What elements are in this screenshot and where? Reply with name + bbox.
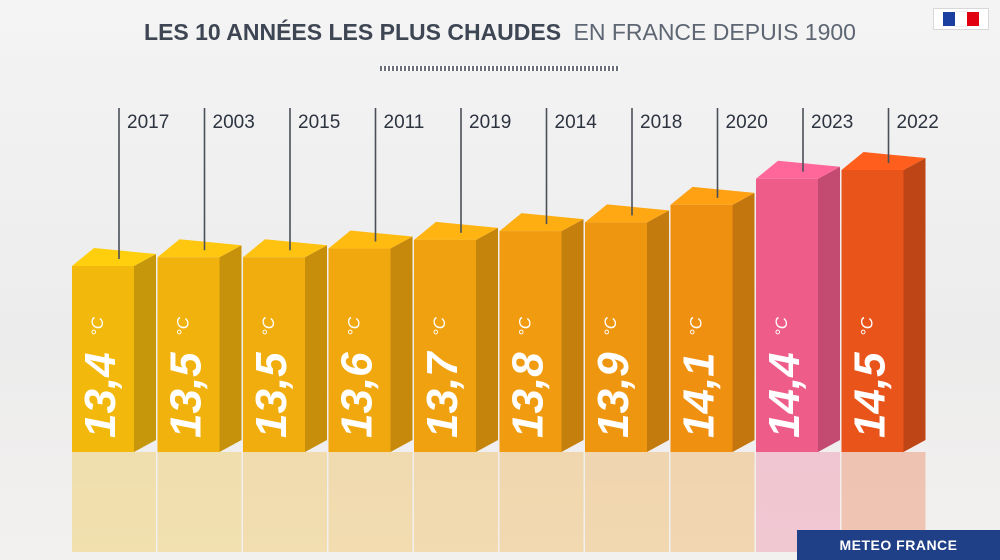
unit-label-2018: °C	[601, 316, 620, 336]
value-label-2003: 13,5	[162, 352, 211, 438]
chart-title-light: EN FRANCE DEPUIS 1900	[573, 19, 855, 45]
unit-label-2011: °C	[345, 316, 364, 336]
bar-reflection-2019	[414, 452, 498, 552]
bar-side-2017	[134, 254, 156, 452]
value-label-2018: 13,9	[589, 352, 638, 438]
bar-2022: 2022 14,5 °C	[841, 108, 939, 552]
bar-side-2018	[647, 210, 669, 452]
bar-2014: 2014 13,8 °C	[499, 108, 598, 552]
year-label-2022: 2022	[897, 112, 939, 133]
bar-side-2015	[305, 245, 327, 452]
bar-side-2020	[732, 192, 755, 452]
chart-title-bold: LES 10 ANNÉES LES PLUS CHAUDES	[144, 18, 561, 45]
bar-reflection-2018	[585, 452, 669, 552]
unit-label-2023: °C	[772, 316, 791, 336]
year-label-2003: 2003	[213, 112, 255, 133]
bar-top-2003	[157, 239, 242, 258]
unit-label-2020: °C	[687, 316, 706, 336]
bar-front-2023	[756, 178, 818, 452]
value-label-2017: 13,4	[76, 352, 125, 438]
bar-2015: 2015 13,5 °C	[243, 108, 340, 552]
bar-reflection-2017	[72, 452, 156, 552]
bar-top-2011	[328, 230, 413, 249]
year-label-2019: 2019	[469, 112, 511, 133]
value-label-2011: 13,6	[333, 352, 382, 438]
year-label-2020: 2020	[726, 112, 768, 133]
unit-label-2022: °C	[858, 316, 877, 336]
bar-2017: 2017 13,4 °C	[72, 108, 169, 552]
source-badge: METEO FRANCE	[797, 530, 1000, 560]
year-label-2015: 2015	[298, 112, 340, 133]
bar-side-2023	[818, 166, 840, 452]
bar-top-2017	[72, 248, 156, 266]
bar-top-2022	[841, 152, 926, 170]
unit-label-2014: °C	[516, 316, 535, 336]
bar-2011: 2011 13,6 °C	[328, 108, 425, 552]
bar-side-2022	[903, 158, 926, 452]
title-underline	[380, 66, 620, 71]
year-label-2011: 2011	[384, 112, 425, 133]
bar-top-2020	[670, 186, 755, 205]
flag-blue-stripe	[943, 12, 955, 26]
value-label-2022: 14,5	[846, 352, 895, 438]
bar-front-2017	[72, 266, 134, 452]
bar-side-2003	[219, 245, 242, 452]
bar-front-2003	[157, 257, 220, 452]
bar-front-2011	[328, 248, 391, 452]
year-label-2014: 2014	[555, 112, 598, 133]
unit-label-2017: °C	[88, 316, 107, 336]
value-label-2023: 14,4	[760, 352, 809, 438]
bar-front-2020	[670, 204, 733, 452]
value-label-2015: 13,5	[247, 352, 296, 438]
bar-side-2014	[561, 219, 584, 452]
bar-2019: 2019 13,7 °C	[414, 108, 511, 552]
flag-red-stripe	[967, 12, 979, 26]
bar-reflection-2020	[670, 452, 755, 552]
value-label-2020: 14,1	[675, 352, 724, 438]
unit-label-2003: °C	[174, 316, 193, 336]
bar-reflection-2014	[499, 452, 584, 552]
chart-title: LES 10 ANNÉES LES PLUS CHAUDES EN FRANCE…	[144, 18, 856, 45]
flag-white-stripe	[955, 11, 967, 27]
bar-2023: 2023 14,4 °C	[756, 108, 853, 552]
bar-side-2011	[390, 236, 413, 452]
bar-top-2019	[414, 221, 498, 240]
bar-front-2022	[841, 170, 904, 452]
bar-front-2014	[499, 231, 562, 452]
unit-label-2019: °C	[430, 316, 449, 336]
value-label-2019: 13,7	[418, 350, 467, 438]
bar-2018: 2018 13,9 °C	[585, 108, 682, 552]
bar-2003: 2003 13,5 °C	[157, 108, 255, 552]
year-label-2023: 2023	[811, 112, 853, 133]
bar-reflection-2011	[328, 452, 413, 552]
bar-front-2019	[414, 239, 476, 452]
bar-top-2018	[585, 204, 669, 223]
bar-front-2018	[585, 222, 647, 452]
value-label-2014: 13,8	[504, 352, 553, 438]
bar-side-2019	[476, 227, 498, 452]
bar-front-2015	[243, 257, 305, 452]
bar-top-2015	[243, 239, 327, 258]
year-label-2018: 2018	[640, 112, 682, 133]
bar-top-2023	[756, 160, 840, 179]
french-flag-icon	[933, 8, 989, 30]
year-label-2017: 2017	[127, 112, 169, 133]
bar-2020: 2020 14,1 °C	[670, 108, 768, 552]
bar-reflection-2003	[157, 452, 242, 552]
bars-group: 2017 13,4 °C 2003 13,5 °C 2015 13,5 °C 2011 13,6 °C…	[72, 108, 939, 552]
bar-reflection-2015	[243, 452, 327, 552]
bar-top-2014	[499, 213, 584, 232]
unit-label-2015: °C	[259, 316, 278, 336]
